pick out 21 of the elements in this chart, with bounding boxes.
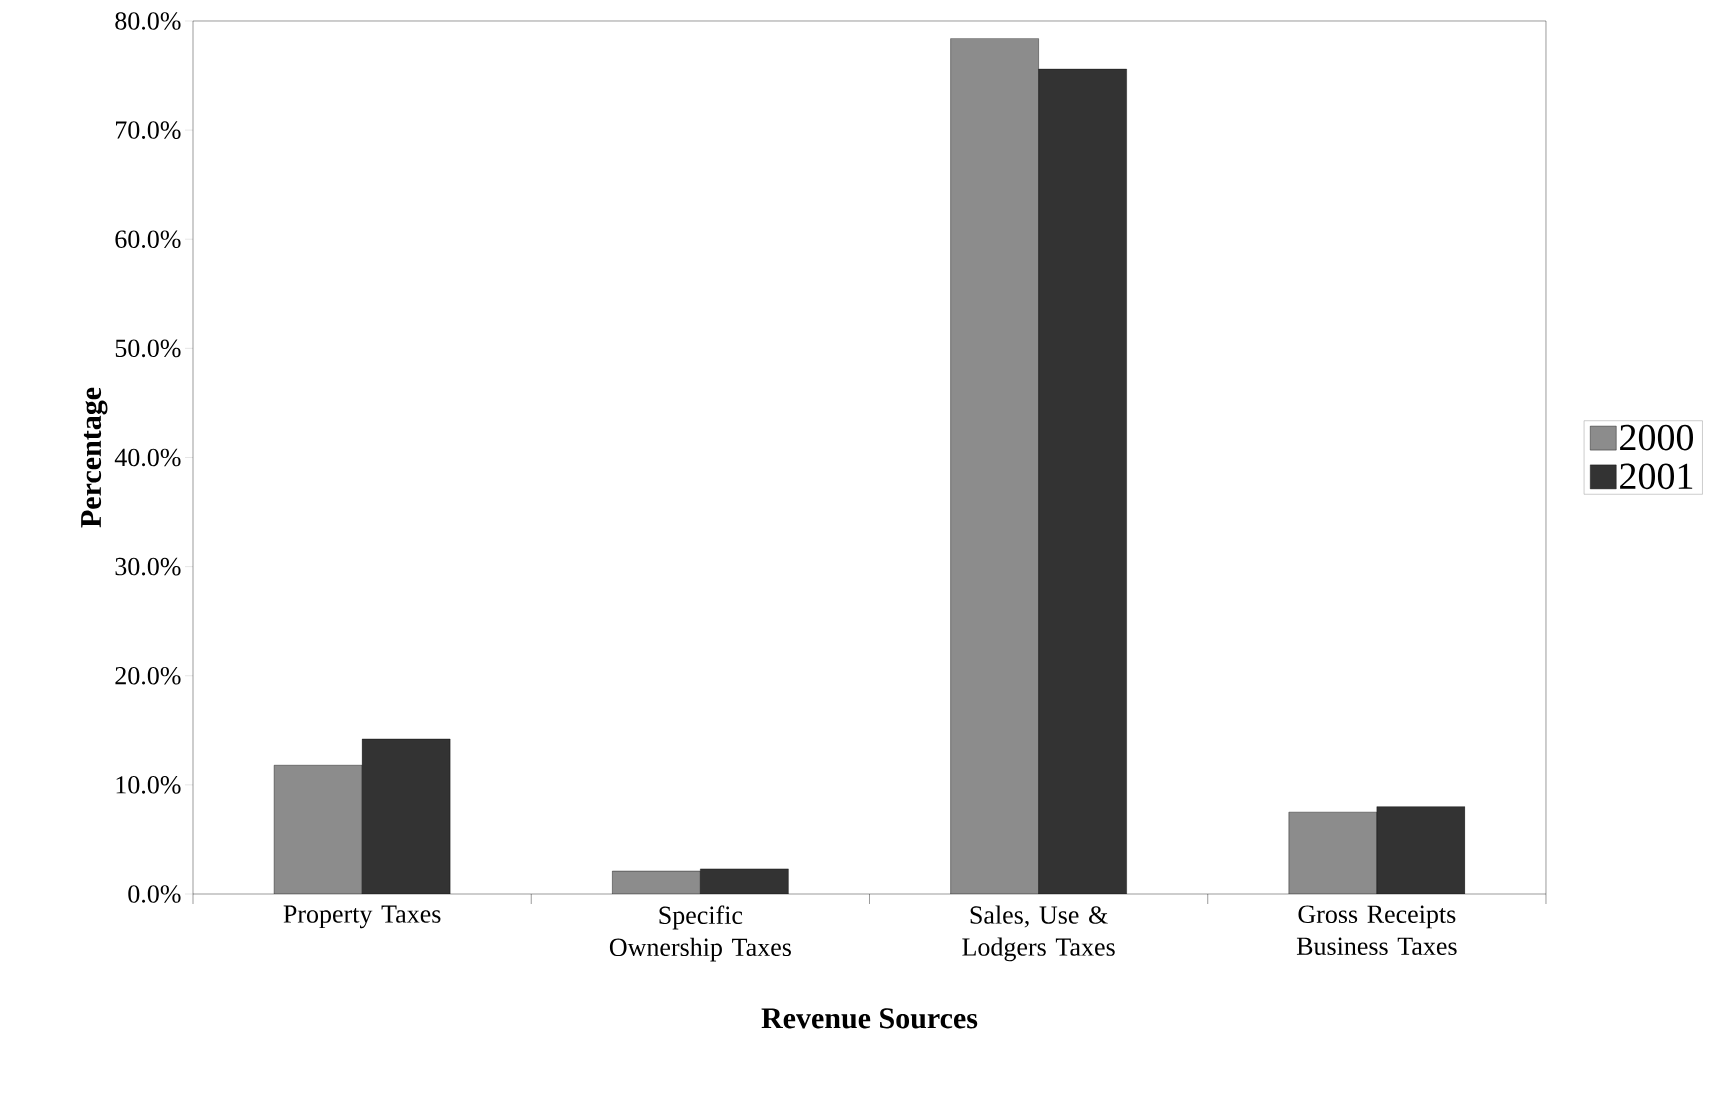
y-tick-label: 60.0% (115, 230, 181, 249)
y-tick-label: 20.0% (115, 666, 181, 685)
y-axis-title: Percentage (81, 387, 108, 528)
y-tick-label: 10.0% (116, 776, 181, 794)
y-tick-label: 40.0% (114, 448, 181, 467)
legend-label: 2001 (1620, 463, 1693, 490)
y-tick-label: 80.0% (115, 12, 181, 30)
x-tick-label: Property Taxes (283, 905, 441, 929)
bar (950, 38, 1039, 894)
y-tick-label: 0.0% (128, 885, 181, 903)
bar (1288, 811, 1378, 894)
bar (612, 870, 701, 894)
y-tick-label: 70.0% (116, 121, 181, 139)
x-tick-label: Sales, Use & Lodgers Taxes (962, 905, 1115, 962)
y-tick-label: 30.0% (115, 557, 181, 576)
x-axis-title: Revenue Sources (761, 1008, 978, 1029)
x-tick-label: Specific Ownership Taxes (609, 905, 791, 962)
y-tick-label: 50.0% (115, 339, 181, 358)
bar (273, 765, 363, 894)
legend-label: 2000 (1620, 424, 1694, 451)
x-tick-label: Gross Receipts Business Taxes (1296, 905, 1457, 955)
